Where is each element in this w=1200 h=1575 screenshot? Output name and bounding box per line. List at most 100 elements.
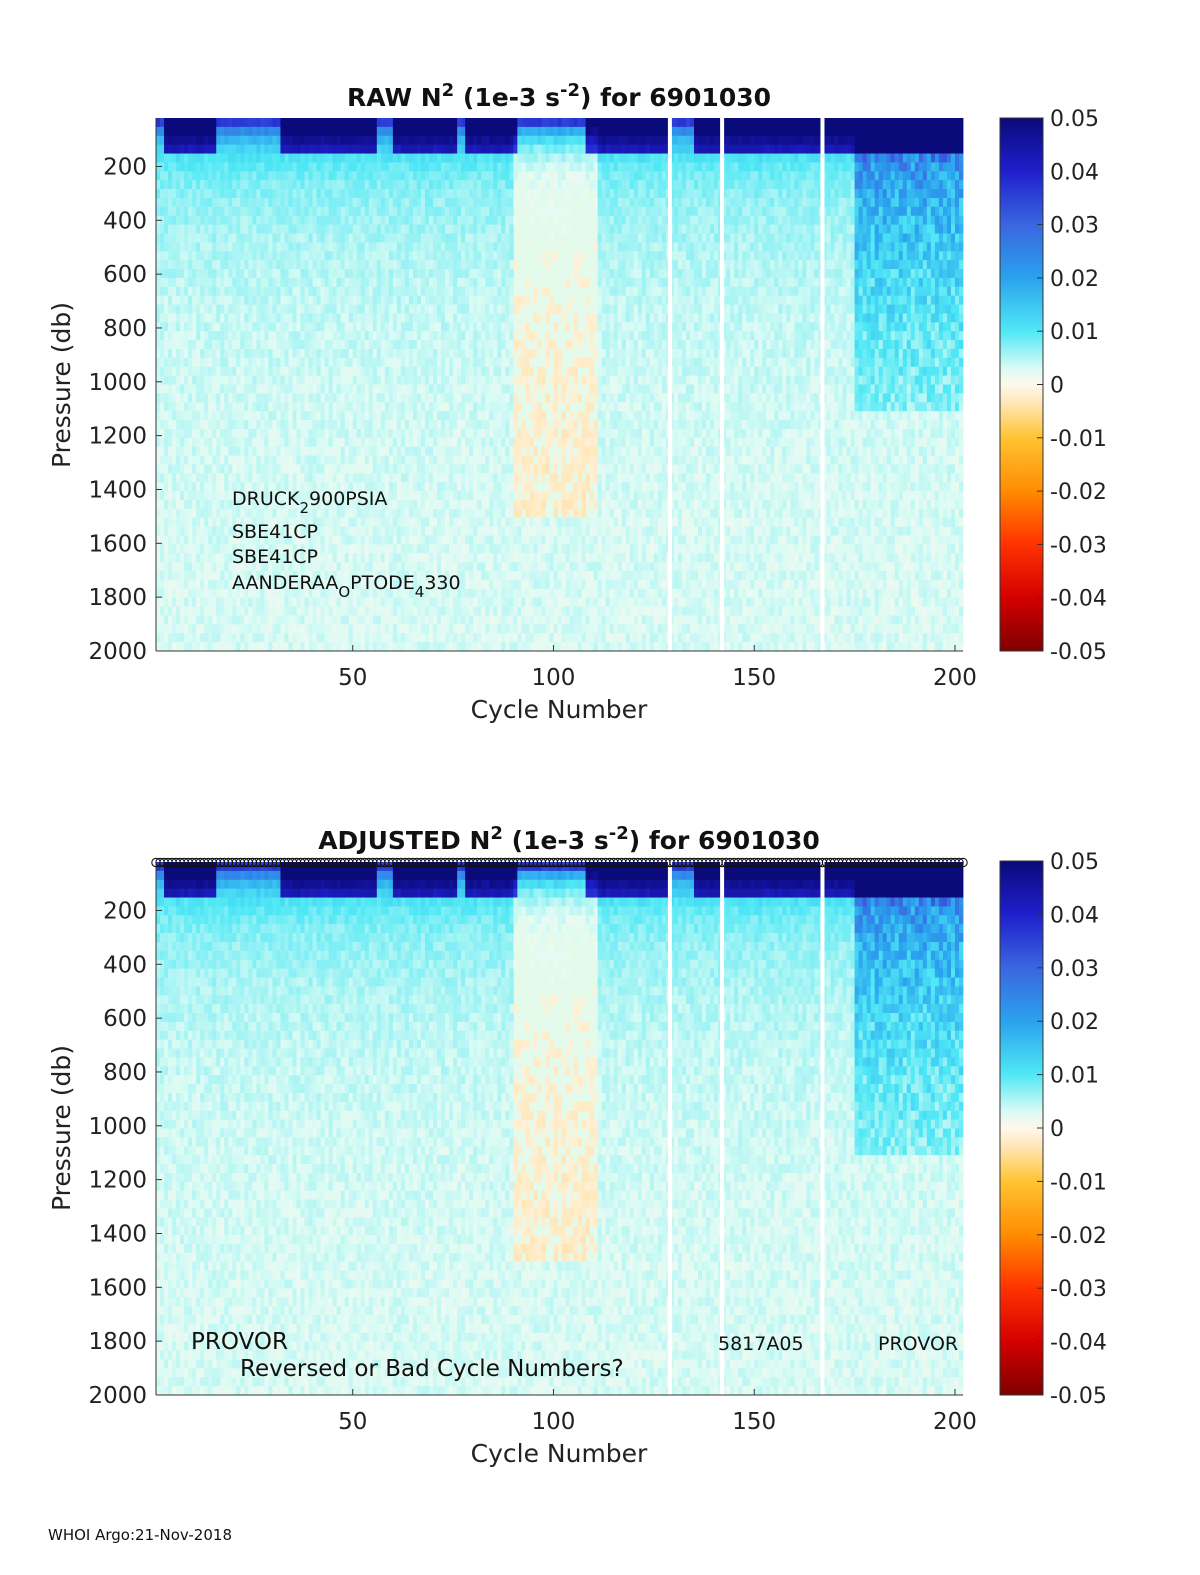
heatmap-cell — [156, 402, 161, 412]
heatmap-cell — [320, 171, 326, 181]
heatmap-cell — [160, 197, 165, 208]
heatmap-cell — [457, 189, 462, 199]
heatmap-cell — [328, 286, 334, 297]
heatmap-cell — [252, 562, 257, 572]
heatmap-cell — [176, 135, 181, 146]
heatmap-cell — [180, 180, 185, 190]
heatmap-cell — [240, 446, 245, 456]
heatmap-cell — [332, 544, 338, 554]
heatmap-cell — [300, 499, 305, 510]
heatmap-cell — [272, 384, 277, 394]
heatmap-cell — [412, 491, 418, 501]
heatmap-cell — [236, 304, 241, 314]
heatmap-cell — [284, 162, 289, 172]
heatmap-cell — [292, 482, 297, 492]
heatmap-cell — [308, 420, 313, 430]
heatmap-cell — [160, 277, 165, 288]
heatmap-cell — [284, 357, 289, 368]
heatmap-cell — [224, 340, 229, 350]
heatmap-cell — [228, 402, 233, 412]
heatmap-cell — [164, 126, 169, 137]
heatmap-cell — [168, 473, 173, 483]
heatmap-cell — [441, 224, 446, 234]
heatmap-cell — [280, 313, 285, 323]
heatmap-cell — [236, 437, 241, 448]
heatmap-cell — [340, 428, 346, 439]
heatmap-cell — [204, 517, 209, 528]
heatmap-cell — [473, 357, 478, 368]
heatmap-cell — [212, 633, 217, 643]
heatmap-cell — [425, 571, 430, 581]
heatmap-cell — [489, 233, 494, 243]
heatmap-cell — [176, 162, 181, 172]
heatmap-cell — [232, 180, 237, 190]
heatmap-cell — [445, 135, 450, 146]
heatmap-cell — [425, 180, 430, 190]
heatmap-cell — [473, 277, 478, 288]
heatmap-cell — [320, 162, 326, 172]
heatmap-cell — [248, 357, 253, 368]
heatmap-cell — [348, 162, 354, 172]
heatmap-cell — [204, 348, 209, 359]
heatmap-cell — [388, 482, 394, 492]
heatmap-cell — [236, 508, 241, 519]
heatmap-cell — [352, 224, 358, 234]
heatmap-cell — [268, 206, 273, 217]
heatmap-cell — [316, 126, 322, 137]
heatmap-cell — [437, 642, 442, 652]
heatmap-cell — [320, 517, 326, 528]
heatmap-cell — [429, 437, 434, 448]
heatmap-cell — [280, 215, 285, 225]
heatmap-cell — [453, 118, 458, 128]
heatmap-cell — [304, 118, 309, 128]
heatmap-cell — [288, 553, 293, 563]
heatmap-cell — [481, 286, 486, 297]
heatmap-cell — [441, 286, 446, 297]
heatmap-cell — [188, 126, 193, 137]
heatmap-cell — [188, 464, 193, 474]
heatmap-cell — [304, 242, 309, 252]
heatmap-cell — [224, 269, 229, 279]
heatmap-cell — [320, 455, 326, 465]
heatmap-cell — [304, 606, 309, 616]
heatmap-cell — [220, 118, 225, 128]
heatmap-cell — [276, 402, 281, 412]
heatmap-cell — [240, 197, 245, 208]
heatmap-cell — [192, 588, 197, 599]
heatmap-cell — [332, 277, 338, 288]
heatmap-cell — [220, 526, 225, 536]
heatmap-cell — [216, 428, 221, 439]
heatmap-cell — [404, 313, 410, 323]
heatmap-cell — [360, 313, 366, 323]
heatmap-cell — [404, 544, 410, 554]
heatmap-cell — [304, 420, 309, 430]
heatmap-cell — [352, 277, 358, 288]
heatmap-cell — [320, 642, 326, 652]
heatmap-cell — [380, 340, 386, 350]
heatmap-cell — [396, 144, 402, 154]
heatmap-cell — [340, 437, 346, 448]
heatmap-cell — [264, 304, 269, 314]
heatmap-cell — [276, 535, 281, 545]
heatmap-cell — [312, 135, 317, 146]
heatmap-cell — [332, 366, 338, 377]
heatmap-cell — [348, 171, 354, 181]
heatmap-cell — [164, 606, 169, 616]
heatmap-cell — [328, 277, 334, 288]
heatmap-cell — [252, 189, 257, 199]
heatmap-cell — [288, 411, 293, 421]
heatmap-cell — [188, 588, 193, 599]
heatmap-cell — [469, 348, 474, 359]
heatmap-cell — [192, 624, 197, 634]
heatmap-cell — [276, 189, 281, 199]
heatmap-cell — [168, 340, 173, 350]
heatmap-cell — [184, 446, 189, 456]
heatmap-cell — [388, 375, 394, 385]
heatmap-cell — [429, 446, 434, 456]
heatmap-cell — [368, 642, 374, 652]
heatmap-cell — [168, 588, 173, 599]
heatmap-cell — [320, 597, 326, 607]
heatmap-cell — [284, 411, 289, 421]
heatmap-cell — [316, 206, 322, 217]
heatmap-cell — [288, 588, 293, 599]
